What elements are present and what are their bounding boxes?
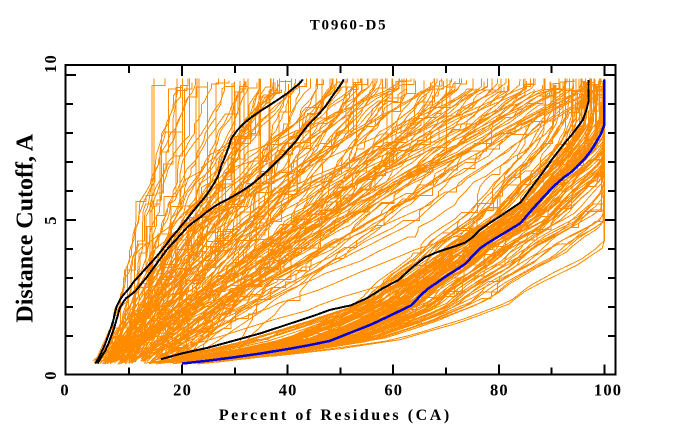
svg-text:5: 5 <box>41 215 60 224</box>
svg-text:100: 100 <box>594 381 622 400</box>
svg-text:0: 0 <box>41 370 60 379</box>
svg-text:10: 10 <box>41 54 60 73</box>
svg-text:0: 0 <box>60 381 69 400</box>
svg-text:80: 80 <box>490 381 509 400</box>
svg-text:40: 40 <box>279 381 298 400</box>
svg-text:60: 60 <box>384 381 403 400</box>
svg-text:20: 20 <box>173 381 192 400</box>
svg-text:Percent of Residues (CA): Percent of Residues (CA) <box>219 407 452 424</box>
svg-text:Distance Cutoff, A: Distance Cutoff, A <box>13 133 39 322</box>
svg-text:T0960-D5: T0960-D5 <box>310 18 388 34</box>
